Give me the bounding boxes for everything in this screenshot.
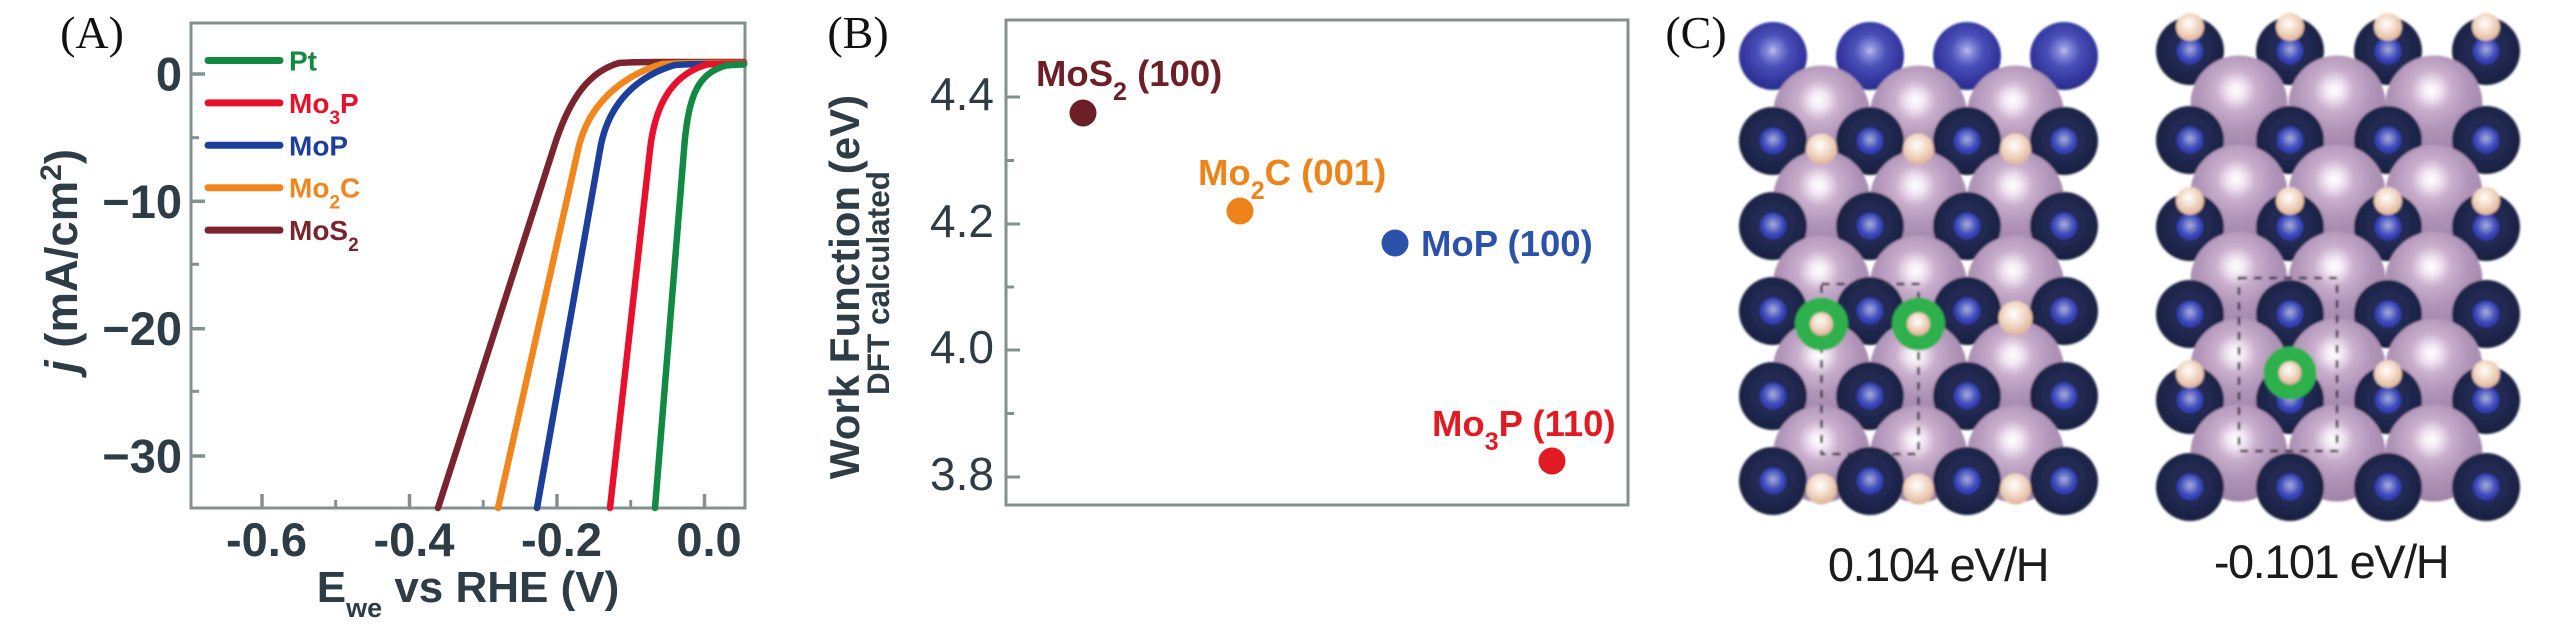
svg-text:j (mA/cm2): j (mA/cm2) — [35, 149, 88, 378]
svg-text:0: 0 — [156, 48, 182, 101]
svg-text:4.0: 4.0 — [930, 321, 994, 373]
svg-text:(C): (C) — [1665, 7, 1726, 58]
svg-text:4.2: 4.2 — [930, 195, 994, 247]
svg-text:−10: −10 — [102, 175, 182, 228]
svg-text:-0.4: -0.4 — [374, 513, 455, 566]
svg-text:0.104 eV/H: 0.104 eV/H — [1828, 538, 2048, 591]
svg-text:-0.2: -0.2 — [521, 513, 602, 566]
svg-text:Pt: Pt — [289, 46, 317, 77]
svg-text:3.8: 3.8 — [930, 448, 994, 500]
svg-text:(B): (B) — [827, 7, 888, 58]
svg-text:DFT calculated: DFT calculated — [860, 171, 896, 395]
svg-text:MoP: MoP — [289, 130, 348, 161]
svg-text:Work Function (eV): Work Function (eV) — [821, 95, 868, 479]
svg-text:−30: −30 — [102, 430, 182, 483]
svg-text:−20: −20 — [102, 302, 182, 355]
svg-text:(A): (A) — [60, 7, 124, 58]
svg-text:4.4: 4.4 — [930, 68, 994, 120]
svg-text:MoP (100): MoP (100) — [1421, 223, 1593, 264]
svg-text:-0.6: -0.6 — [226, 513, 307, 566]
svg-text:0.0: 0.0 — [676, 513, 741, 566]
svg-text:-0.101 eV/H: -0.101 eV/H — [2214, 535, 2448, 588]
